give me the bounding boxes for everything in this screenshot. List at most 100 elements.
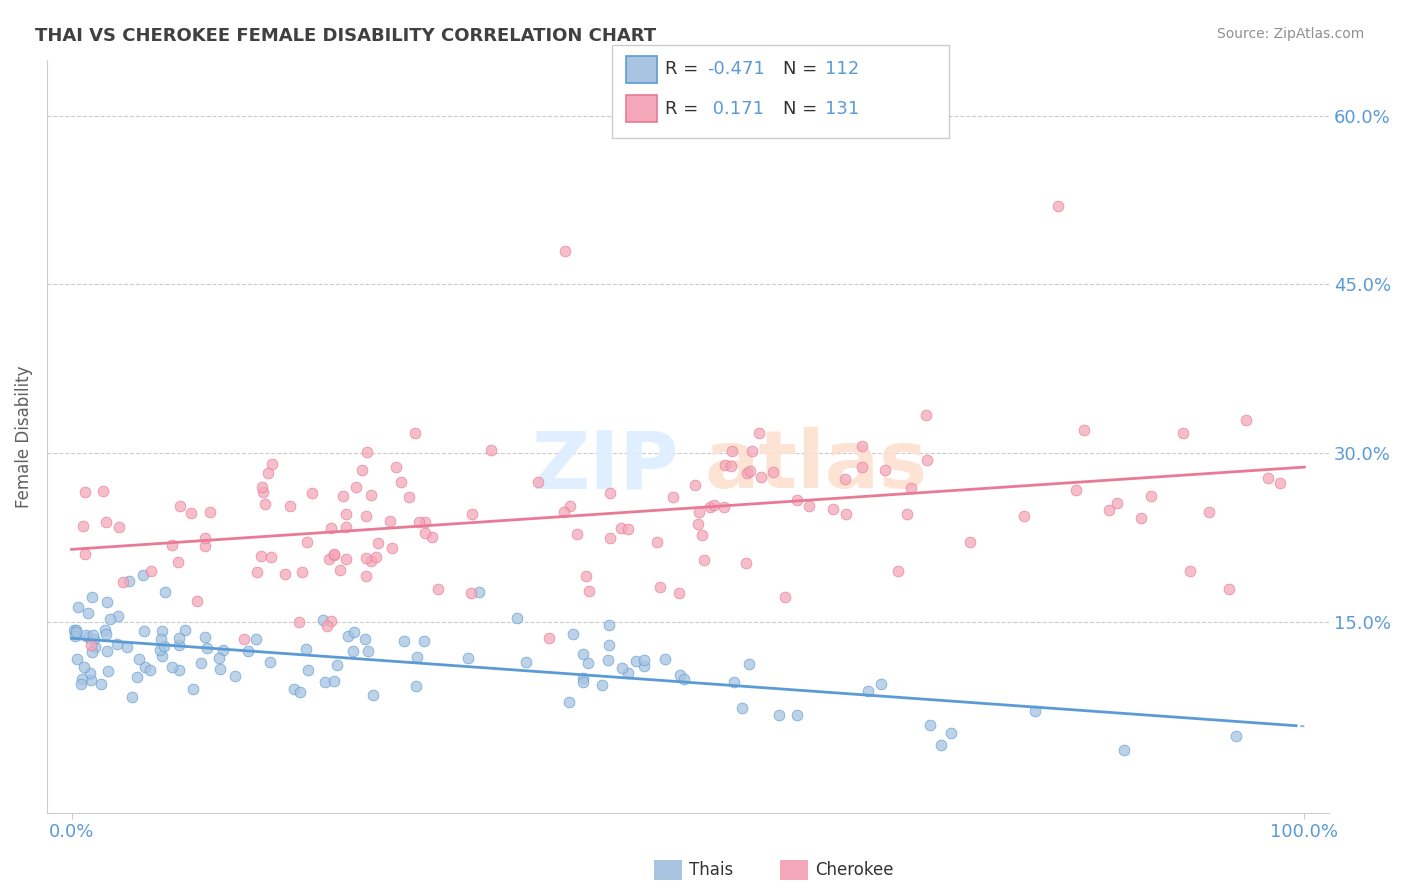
Point (929, 738, 952, 752)
Point (323, 547, 346, 561)
Point (162, 660, 184, 674)
Point (598, 638, 620, 652)
Point (361, 689, 384, 703)
Point (598, 618, 620, 632)
Point (858, 683, 880, 698)
Point (574, 568, 596, 582)
Point (786, 708, 808, 723)
Point (79, 638, 101, 652)
Point (337, 629, 360, 643)
Point (295, 641, 318, 656)
Point (591, 678, 613, 692)
Point (321, 614, 343, 628)
Point (959, 535, 981, 549)
Point (553, 505, 575, 519)
Point (322, 549, 344, 563)
Point (236, 644, 259, 658)
Point (82, 628, 104, 642)
Point (105, 637, 128, 651)
Point (97, 664, 120, 678)
Point (246, 565, 269, 579)
Point (886, 564, 908, 578)
Point (353, 632, 375, 646)
Point (851, 439, 873, 453)
Point (350, 463, 373, 477)
Point (408, 515, 430, 529)
Point (107, 519, 129, 533)
Point (252, 480, 274, 494)
Point (385, 459, 408, 474)
Point (67, 599, 90, 614)
Text: THAI VS CHEROKEE FEMALE DISABILITY CORRELATION CHART: THAI VS CHEROKEE FEMALE DISABILITY CORRE… (35, 27, 657, 45)
Point (80, 645, 103, 659)
Point (1178, 564, 1201, 578)
Point (316, 619, 339, 633)
Point (318, 551, 340, 566)
Point (479, 442, 502, 457)
Point (291, 565, 314, 579)
Point (693, 553, 716, 567)
Point (73, 660, 96, 674)
Text: N =: N = (783, 100, 823, 118)
Point (851, 459, 873, 474)
Point (224, 669, 246, 683)
Point (194, 531, 217, 545)
Point (200, 505, 222, 519)
Point (344, 480, 367, 494)
Point (90, 677, 112, 691)
Point (610, 661, 633, 675)
Point (121, 690, 143, 704)
Point (741, 443, 763, 458)
Point (112, 574, 135, 589)
Point (232, 632, 254, 646)
Point (278, 499, 301, 513)
Point (288, 615, 311, 630)
Point (773, 590, 796, 604)
Point (253, 498, 276, 512)
Point (457, 650, 479, 665)
Point (193, 540, 215, 554)
Point (422, 530, 444, 544)
Point (141, 565, 163, 579)
Point (153, 585, 176, 599)
Point (578, 584, 600, 599)
Point (167, 632, 190, 646)
Point (174, 624, 197, 638)
Text: Thais: Thais (689, 861, 733, 879)
Point (460, 586, 482, 600)
Point (195, 641, 218, 656)
Point (259, 656, 281, 670)
Point (262, 457, 284, 471)
Text: N =: N = (783, 60, 823, 78)
Point (526, 475, 548, 490)
Point (1270, 475, 1292, 490)
Point (918, 718, 941, 732)
Point (212, 643, 235, 657)
Point (80, 590, 103, 604)
Point (169, 500, 191, 514)
Point (870, 677, 893, 691)
Point (125, 670, 148, 684)
Point (65, 624, 87, 638)
Point (69, 677, 91, 691)
Point (748, 425, 770, 440)
Point (96, 644, 118, 658)
Point (381, 541, 404, 555)
Text: R =: R = (665, 100, 704, 118)
Point (249, 549, 271, 563)
Point (166, 556, 188, 570)
Point (297, 534, 319, 549)
Point (356, 569, 378, 583)
Point (132, 624, 155, 638)
Point (77, 630, 100, 644)
Point (79, 665, 101, 680)
Y-axis label: Female Disability: Female Disability (15, 365, 32, 508)
Point (941, 726, 963, 740)
Point (648, 581, 671, 595)
Point (342, 644, 364, 658)
Point (560, 499, 582, 513)
Point (343, 625, 366, 640)
Point (738, 657, 761, 671)
Point (686, 516, 709, 531)
Point (152, 640, 174, 654)
